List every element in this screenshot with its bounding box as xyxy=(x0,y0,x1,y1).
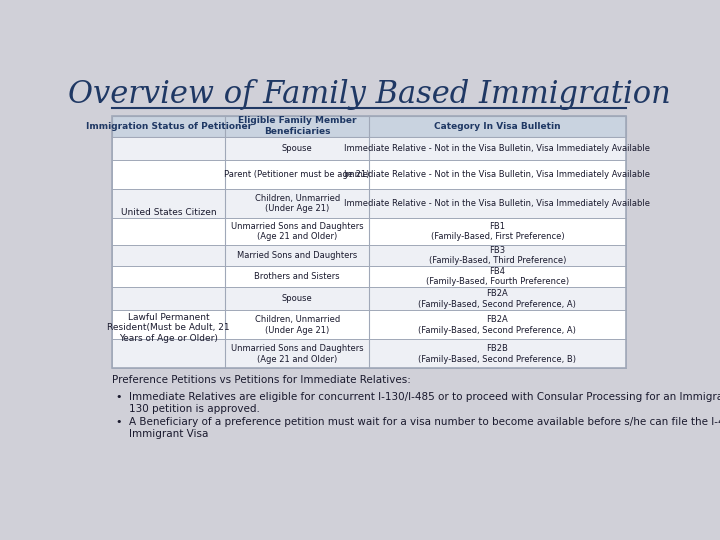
Text: A Beneficiary of a preference petition must wait for a visa number to become ava: A Beneficiary of a preference petition m… xyxy=(129,417,720,438)
Text: Immigration Status of Petitioner: Immigration Status of Petitioner xyxy=(86,122,252,131)
Text: Category In Visa Bulletin: Category In Visa Bulletin xyxy=(434,122,561,131)
FancyBboxPatch shape xyxy=(112,266,626,287)
Text: Lawful Permanent
Resident(Must be Adult, 21
Years of Age or Older): Lawful Permanent Resident(Must be Adult,… xyxy=(107,313,230,343)
FancyBboxPatch shape xyxy=(112,310,225,339)
Text: Immediate Relatives are eligible for concurrent I-130/I-485 or to proceed with C: Immediate Relatives are eligible for con… xyxy=(129,392,720,414)
FancyBboxPatch shape xyxy=(112,137,225,160)
FancyBboxPatch shape xyxy=(112,245,225,266)
Text: Spouse: Spouse xyxy=(282,294,312,303)
Text: FB4
(Family-Based, Fourth Preference): FB4 (Family-Based, Fourth Preference) xyxy=(426,267,569,286)
FancyBboxPatch shape xyxy=(112,189,225,218)
FancyBboxPatch shape xyxy=(112,310,626,339)
Text: Immediate Relative - Not in the Visa Bulletin, Visa Immediately Available: Immediate Relative - Not in the Visa Bul… xyxy=(344,170,650,179)
FancyBboxPatch shape xyxy=(112,160,626,189)
FancyBboxPatch shape xyxy=(112,339,225,368)
Text: FB1
(Family-Based, First Preference): FB1 (Family-Based, First Preference) xyxy=(431,221,564,241)
Text: Brothers and Sisters: Brothers and Sisters xyxy=(254,272,340,281)
FancyBboxPatch shape xyxy=(112,245,626,266)
Text: FB2A
(Family-Based, Second Preference, A): FB2A (Family-Based, Second Preference, A… xyxy=(418,289,576,308)
Text: •: • xyxy=(115,417,122,427)
FancyBboxPatch shape xyxy=(112,287,626,310)
FancyBboxPatch shape xyxy=(112,160,225,189)
Text: •: • xyxy=(115,392,122,402)
Text: Eligible Family Member
Beneficiaries: Eligible Family Member Beneficiaries xyxy=(238,117,356,136)
Text: Married Sons and Daughters: Married Sons and Daughters xyxy=(237,251,357,260)
Text: United States Citizen: United States Citizen xyxy=(121,207,217,217)
Text: Overview of Family Based Immigration: Overview of Family Based Immigration xyxy=(68,79,670,110)
Text: Unmarried Sons and Daughters
(Age 21 and Older): Unmarried Sons and Daughters (Age 21 and… xyxy=(231,344,364,363)
Text: Unmarried Sons and Daughters
(Age 21 and Older): Unmarried Sons and Daughters (Age 21 and… xyxy=(231,221,364,241)
Text: Immediate Relative - Not in the Visa Bulletin, Visa Immediately Available: Immediate Relative - Not in the Visa Bul… xyxy=(344,144,650,153)
Text: FB2A
(Family-Based, Second Preference, A): FB2A (Family-Based, Second Preference, A… xyxy=(418,315,576,335)
Text: Children, Unmarried
(Under Age 21): Children, Unmarried (Under Age 21) xyxy=(254,315,340,335)
Text: Preference Petitions vs Petitions for Immediate Relatives:: Preference Petitions vs Petitions for Im… xyxy=(112,375,411,384)
Text: FB2B
(Family-Based, Second Preference, B): FB2B (Family-Based, Second Preference, B… xyxy=(418,344,576,363)
FancyBboxPatch shape xyxy=(112,266,225,287)
FancyBboxPatch shape xyxy=(112,287,225,310)
Text: Parent (Petitioner must be age 21): Parent (Petitioner must be age 21) xyxy=(225,170,370,179)
FancyBboxPatch shape xyxy=(112,218,225,245)
FancyBboxPatch shape xyxy=(112,189,626,218)
FancyBboxPatch shape xyxy=(112,218,626,245)
FancyBboxPatch shape xyxy=(112,137,626,160)
Text: Children, Unmarried
(Under Age 21): Children, Unmarried (Under Age 21) xyxy=(254,194,340,213)
Text: Immediate Relative - Not in the Visa Bulletin, Visa Immediately Available: Immediate Relative - Not in the Visa Bul… xyxy=(344,199,650,208)
FancyBboxPatch shape xyxy=(112,339,626,368)
FancyBboxPatch shape xyxy=(112,116,626,137)
Text: Spouse: Spouse xyxy=(282,144,312,153)
Text: FB3
(Family-Based, Third Preference): FB3 (Family-Based, Third Preference) xyxy=(428,246,566,265)
